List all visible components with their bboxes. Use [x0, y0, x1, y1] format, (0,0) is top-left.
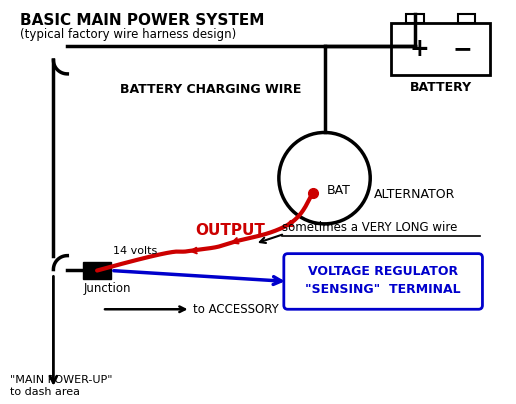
Bar [458, 14, 476, 23]
Bar [406, 14, 424, 23]
Text: (typical factory wire harness design): (typical factory wire harness design) [20, 28, 236, 41]
Bar [83, 261, 111, 280]
Text: −: − [453, 37, 473, 61]
Text: ALTERNATOR: ALTERNATOR [374, 188, 456, 201]
Text: BATTERY: BATTERY [410, 81, 472, 94]
Text: sometimes a VERY LONG wire: sometimes a VERY LONG wire [282, 221, 457, 234]
FancyBboxPatch shape [284, 254, 482, 309]
Text: BAT: BAT [327, 183, 350, 197]
Text: OUTPUT: OUTPUT [195, 223, 265, 238]
Text: 14 volts: 14 volts [113, 246, 157, 256]
Text: to dash area: to dash area [10, 387, 79, 397]
Bar [391, 23, 490, 75]
Text: +: + [409, 37, 429, 61]
Text: VOLTAGE REGULATOR: VOLTAGE REGULATOR [308, 265, 458, 278]
Text: "MAIN POWER-UP": "MAIN POWER-UP" [10, 375, 112, 385]
Text: to ACCESSORY: to ACCESSORY [194, 303, 279, 316]
Text: BASIC MAIN POWER SYSTEM: BASIC MAIN POWER SYSTEM [20, 13, 264, 28]
Text: "SENSING"  TERMINAL: "SENSING" TERMINAL [305, 283, 461, 296]
Text: BATTERY CHARGING WIRE: BATTERY CHARGING WIRE [120, 83, 301, 96]
Text: Junction: Junction [83, 282, 131, 295]
